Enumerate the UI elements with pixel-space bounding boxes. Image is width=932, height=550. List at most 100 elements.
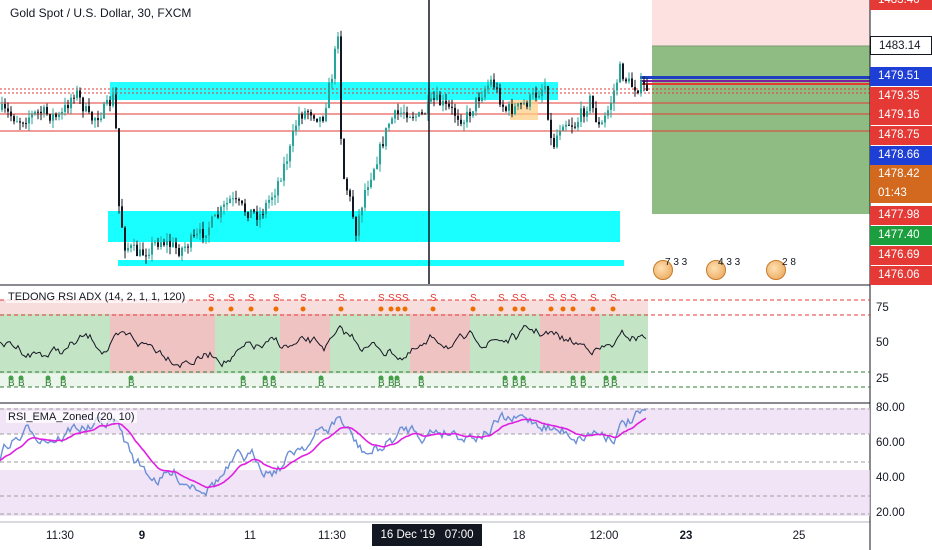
candle-body (136, 244, 138, 256)
candle-body (553, 138, 555, 148)
candle-body (115, 94, 117, 129)
candle-body (271, 197, 273, 200)
tedong-pane[interactable]: S S S S S S S S S S S S S S S S S S S SB B B B B B B B B B B B B B B B B B B B (0, 293, 870, 389)
candle-body (79, 90, 81, 98)
candle-body (454, 107, 456, 116)
candle-body (346, 178, 348, 191)
buy-signal-dot (520, 375, 526, 381)
candle-body (595, 108, 597, 122)
candle-body (490, 79, 492, 86)
candle-body (343, 138, 345, 179)
candle-body (169, 240, 171, 247)
sell-signal-marker: S (430, 293, 437, 304)
candle-body (253, 209, 255, 212)
candle-body (526, 102, 528, 107)
candle-body (523, 102, 525, 105)
candle-body (412, 116, 414, 118)
buy-signal-dot (512, 375, 518, 381)
candle-body (289, 145, 291, 162)
candle-body (391, 118, 393, 124)
candle-body (370, 179, 372, 188)
candle-body (295, 125, 297, 132)
candle-body (217, 214, 219, 218)
candle-body (646, 84, 648, 91)
tedong-zone (330, 314, 410, 374)
candle-body (109, 100, 111, 106)
take-profit-zone[interactable] (652, 46, 870, 214)
time-tick-23: 23 (679, 530, 693, 542)
candle-body (292, 131, 294, 146)
buy-signal-dot (502, 375, 508, 381)
candle-body (337, 36, 339, 49)
sell-signal-marker: S (610, 293, 617, 304)
stop-loss-zone[interactable] (652, 0, 870, 46)
candle-body (106, 100, 108, 104)
buy-signal-marker: B (128, 378, 135, 389)
candle-body (589, 95, 591, 112)
candle-body (466, 111, 468, 123)
buy-signal-marker: B (45, 378, 52, 389)
buy-signal-marker: B (378, 378, 385, 389)
candle-body (409, 116, 411, 118)
candlestick-series[interactable] (1, 30, 648, 264)
rsi-ema-line (0, 417, 647, 489)
candle-body (127, 247, 129, 251)
rsi-zoned-pane[interactable] (0, 408, 870, 516)
candle-body (622, 63, 624, 80)
candle-body (118, 128, 120, 207)
candle-body (322, 116, 324, 121)
buy-signal-marker: B (394, 378, 401, 389)
candle-body (202, 229, 204, 238)
event-flag-count: 7 3 3 (665, 257, 688, 268)
candle-body (610, 103, 612, 110)
candle-body (46, 107, 48, 115)
candle-body (463, 122, 465, 124)
candle-body (58, 114, 60, 117)
candle-body (373, 169, 375, 180)
sell-signal-dot (560, 306, 566, 312)
price-label-1478-42: 1478.42 (870, 165, 932, 184)
candle-body (394, 110, 396, 119)
candle-body (142, 249, 144, 256)
candle-body (181, 247, 183, 256)
candle-body (514, 106, 516, 115)
candle-body (145, 255, 147, 257)
candle-body (427, 101, 429, 114)
candle-body (448, 103, 450, 107)
time-tick-25: 25 (792, 530, 806, 542)
support-zone[interactable] (108, 211, 620, 242)
candle-body (10, 111, 12, 117)
candle-body (334, 48, 336, 79)
candle-body (139, 249, 141, 256)
price-label-1479-16: 1479.16 (870, 106, 932, 125)
candle-body (208, 227, 210, 236)
candle-body (421, 112, 423, 114)
tedong-indicator-label[interactable]: TEDONG RSI ADX (14, 2, 1, 1, 120) (6, 291, 188, 303)
buy-signal-marker: B (520, 378, 527, 389)
sell-signal-dot (248, 306, 254, 312)
rsi-zoned-indicator-label[interactable]: RSI_EMA_Zoned (20, 10) (6, 411, 137, 423)
candle-body (364, 190, 366, 208)
event-flag-icon[interactable] (766, 260, 786, 280)
event-flag-icon[interactable] (653, 260, 673, 280)
candle-body (247, 212, 249, 218)
candle-body (439, 94, 441, 106)
price-label-1478-66: 1478.66 (870, 146, 932, 165)
candle-body (298, 113, 300, 126)
buy-signal-dot (603, 375, 609, 381)
candle-body (55, 113, 57, 117)
candle-body (73, 97, 75, 99)
sell-signal-dot (338, 306, 344, 312)
candle-body (460, 119, 462, 124)
candle-body (592, 95, 594, 109)
sell-signal-dot (512, 306, 518, 312)
event-flag-icon[interactable] (706, 260, 726, 280)
support-zone-lower[interactable] (118, 260, 624, 266)
price-label-1476-06: 1476.06 (870, 266, 932, 285)
candle-body (532, 92, 534, 95)
candle-body (400, 112, 402, 115)
candle-body (571, 125, 573, 127)
sell-signal-marker: S (498, 293, 505, 304)
price-pane[interactable] (0, 0, 870, 266)
